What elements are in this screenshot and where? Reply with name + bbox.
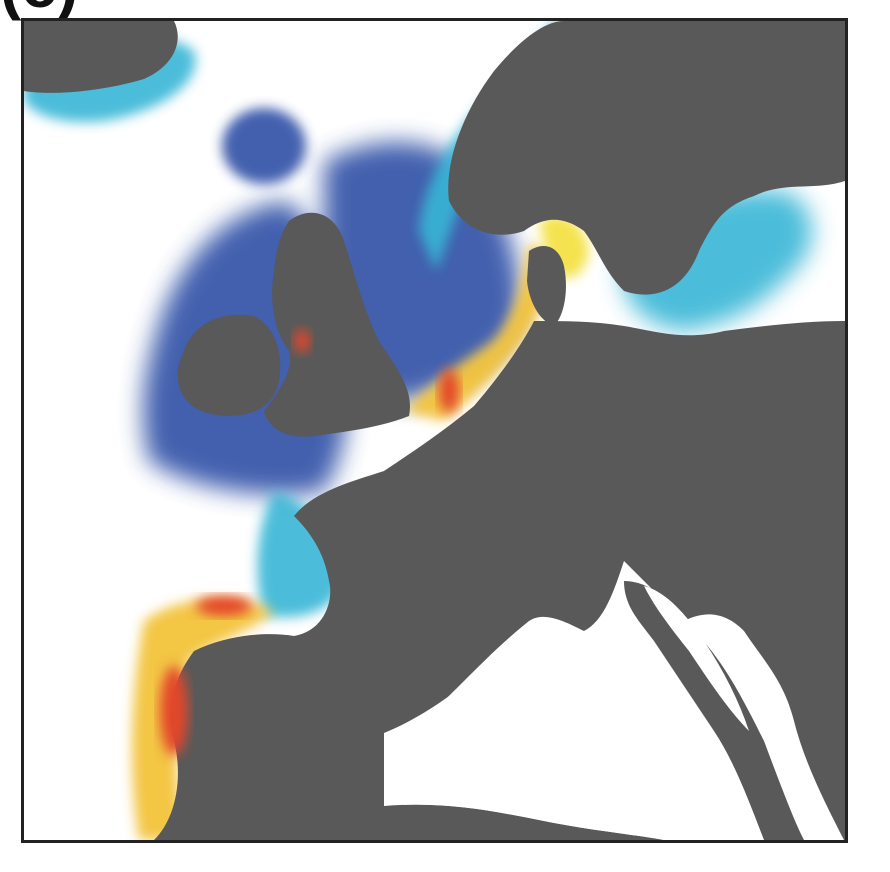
denmark-land (527, 246, 566, 326)
mediterranean-west (384, 631, 764, 840)
map-canvas (24, 21, 845, 840)
map-frame (21, 18, 848, 843)
north-africa-land (274, 804, 664, 840)
faroes-band (222, 108, 306, 184)
continental-europe-land (154, 321, 845, 840)
italy-land (624, 581, 804, 840)
hotspots (160, 329, 459, 756)
panel-label: (c) (0, 0, 78, 22)
mediterranean-no-data (384, 586, 764, 840)
iberia-hotspot (160, 666, 188, 756)
biscay-band (257, 491, 344, 618)
iceland-land (24, 21, 178, 93)
adriatic (644, 586, 749, 731)
iberia-hotspot-north (196, 596, 252, 616)
scandinavia-land (448, 21, 845, 295)
iberia-coastal-band (132, 599, 274, 840)
great-britain-land (264, 212, 410, 437)
land (24, 21, 845, 840)
ireland-land (177, 314, 281, 416)
irish-sea-hotspot (294, 329, 310, 353)
dutch-hotspot (439, 369, 459, 413)
